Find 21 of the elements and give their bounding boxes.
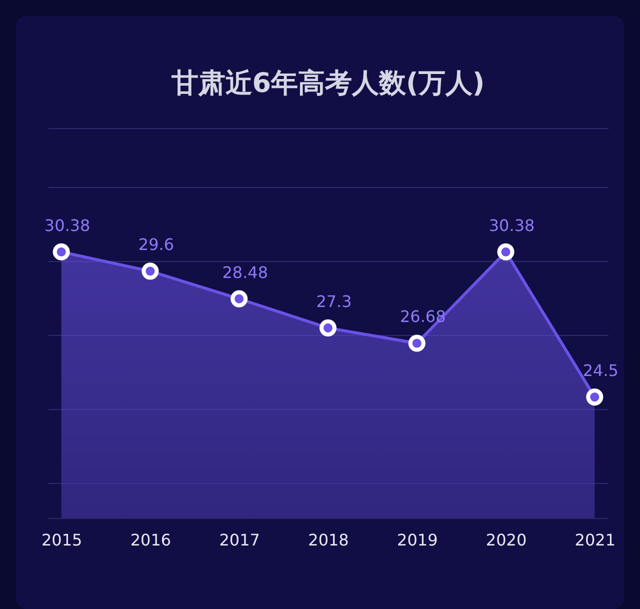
x-tick-label: 2020	[486, 530, 527, 550]
point	[142, 262, 159, 280]
x-tick-label: 2021	[574, 530, 616, 550]
x-tick-label: 2019	[397, 530, 438, 550]
data-label: 24.5	[582, 361, 618, 380]
x-tick-label: 2016	[130, 530, 172, 550]
x-tick-label: 2017	[219, 530, 260, 550]
chart-title: 甘肃近6年高考人数(万人)	[170, 68, 485, 99]
data-label: 30.38	[488, 216, 535, 235]
point	[52, 243, 70, 260]
point	[408, 334, 426, 352]
x-tick-label: 2018	[308, 530, 349, 550]
data-label: 30.38	[44, 216, 90, 235]
x-tick-label: 2015	[41, 530, 82, 550]
point	[319, 319, 337, 336]
data-label: 29.6	[138, 235, 174, 254]
point	[586, 388, 604, 406]
data-label: 27.3	[316, 292, 352, 311]
point	[497, 243, 514, 260]
point	[230, 290, 248, 308]
data-label: 28.48	[222, 262, 268, 282]
